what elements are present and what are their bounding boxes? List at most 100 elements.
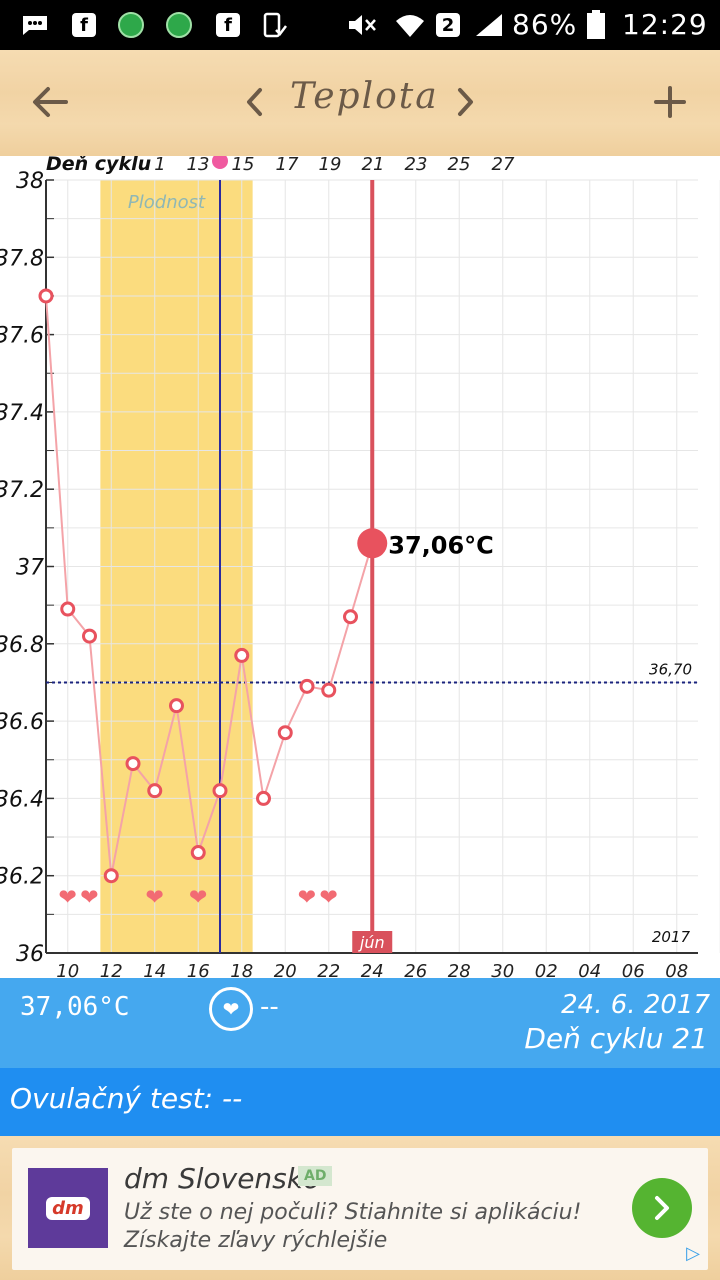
cycle-tick-label: 27 [492,156,515,175]
temperature-point [82,628,97,644]
intercourse-heart-icon: ❤ [298,886,316,911]
status-bar: f f 2 86% 12:29 [0,0,720,50]
ad-line-1: Už ste o nej počuli? Stiahnite si apliká… [124,1200,582,1225]
battery-percent: 86% [512,8,578,41]
ovulation-test-row[interactable] [0,1068,720,1136]
mute-icon [346,12,378,38]
selected-temperature-point [357,528,388,559]
y-tick-label: 36.2 [0,865,44,890]
messenger-icon [20,12,50,38]
adchoices-icon[interactable]: ▷ [686,1242,700,1264]
y-tick-label: 36.8 [0,633,44,658]
temperature-point [147,783,163,799]
selected-temperature-label: 37,06°C [388,531,494,559]
temperature-point [190,845,206,861]
intercourse-heart-icon: ❤ [80,886,98,911]
temperature-chart[interactable]: Plodnost 36 36.2 36.4 36.6 36.8 37 37.2 37.4 37.… [0,151,720,982]
intercourse-heart-icon: ❤ [189,886,207,911]
cycle-tick-label: 21 [362,156,385,175]
summary-panel: 37,06°C [0,978,720,1068]
facebook-icon: f [216,12,240,38]
intercourse-button[interactable]: ❤ [209,987,253,1031]
temperature-point [234,647,250,663]
prev-period-button[interactable] [222,70,286,134]
date-tick-label: 14 [143,961,166,978]
intercourse-heart-icon: ❤ [59,886,77,911]
date-tick-label: 04 [578,961,601,978]
date-tick-label: 24 [361,961,384,978]
temperature-point [343,609,358,625]
date-tick-label: 22 [317,961,340,978]
temperature-value: 37,06°C [20,992,130,1022]
date-tick-label: 30 [491,961,514,978]
plus-icon [654,86,686,118]
temperature-point [38,288,54,304]
chevron-right-icon [458,88,473,116]
green-app-icon [166,12,192,38]
ad-logo-text: dm [46,1196,90,1220]
y-tick-label: 37.6 [0,324,44,349]
green-app-icon [118,12,144,38]
temperature-point [60,601,76,617]
cycle-tick-label: 13 [187,156,210,175]
ad-logo[interactable]: dm [28,1168,108,1248]
cycle-tick-label: 15 [232,156,255,175]
signal-icon [472,12,504,38]
cycle-tick-label: 1 [154,156,165,175]
next-period-button[interactable] [434,70,498,134]
facebook-icon: f [72,12,96,38]
app-bar [0,50,720,156]
y-tick-label: 37 [16,556,44,581]
y-tick-label: 36.4 [0,787,44,812]
date-tick-label: 20 [274,961,297,978]
date-tick-label: 02 [535,961,558,978]
page-title: Teplota [290,76,439,117]
intercourse-heart-icon: ❤ [146,886,164,911]
date-tick-label: 18 [230,961,253,978]
y-tick-label: 36.6 [0,710,44,735]
ad-open-button[interactable] [632,1178,692,1238]
date-tick-label: 12 [100,961,123,978]
temperature-point [103,868,119,884]
battery-icon [586,10,606,39]
heart-icon: ❤ [222,997,240,1021]
chevron-right-icon [655,1196,669,1220]
intercourse-value: -- [260,992,279,1022]
cycle-tick-label: 17 [276,156,299,175]
y-tick-label: 37.8 [0,246,44,271]
fertility-label: Plodnost [128,192,206,213]
date-tick-label: 06 [622,961,645,978]
y-tick-label: 38 [16,169,44,194]
temperature-point [212,783,228,799]
intercourse-heart-icon: ❤ [320,886,338,911]
cycle-axis-label: Deň cyklu [46,156,151,175]
month-label-box [352,931,393,953]
ovulation-marker [210,151,230,171]
date-tick-label: 08 [665,961,688,978]
wifi-icon [394,12,426,38]
ad-title[interactable]: dm Slovensko [124,1162,321,1195]
add-button[interactable] [638,70,702,134]
phone-app-icon [262,12,288,38]
date-tick-label: 10 [56,961,79,978]
temperature-point [321,682,337,698]
month-label: jún [358,933,385,952]
temperature-point [125,756,141,772]
y-tick-label: 37.4 [0,401,44,426]
date-tick-label: 28 [448,961,471,978]
date-tick-label: 16 [187,961,210,978]
arrow-left-icon [33,87,68,117]
ovulation-test-label: Ovulačný test: -- [10,1082,243,1115]
ad-banner[interactable] [12,1148,708,1270]
back-button[interactable] [18,70,82,134]
cycle-tick-label: 23 [405,156,428,175]
temperature-point [256,790,271,806]
sim-slot-number: 2 [436,13,460,37]
temperature-point [277,725,293,741]
cycle-day: Deň cyklu 21 [524,1022,708,1055]
ad-badge: AD [298,1166,333,1186]
ad-line-2: Získajte zľavy rýchlejšie [124,1228,388,1253]
temperature-point [299,678,315,694]
year-label: 2017 [652,928,691,946]
temperature-chart-svg[interactable]: Plodnost 36 36.2 36.4 36.6 36.8 37 37.2 37.4 37.… [0,151,720,982]
